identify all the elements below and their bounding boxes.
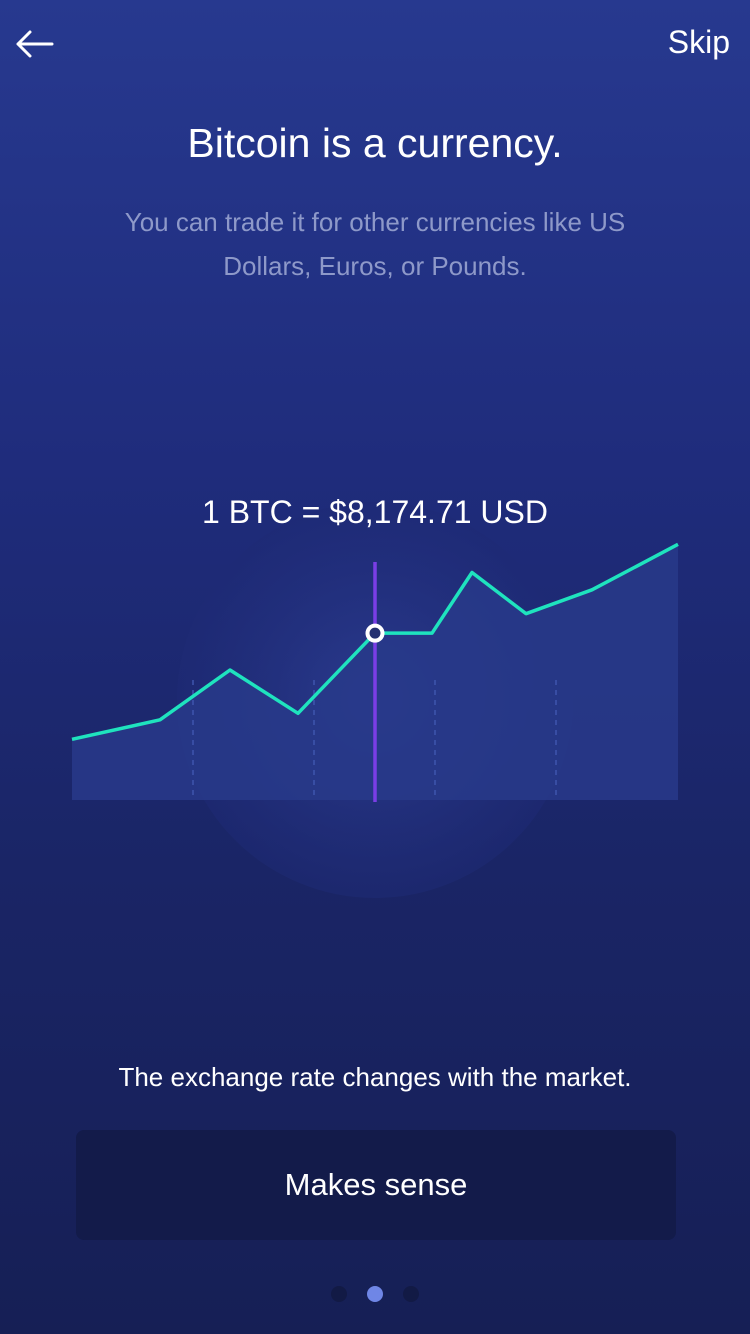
arrow-left-icon bbox=[16, 30, 54, 58]
caption-text: The exchange rate changes with the marke… bbox=[118, 1062, 632, 1092]
makes-sense-button[interactable]: Makes sense bbox=[76, 1130, 676, 1240]
chart-selected-point bbox=[365, 623, 385, 643]
skip-button[interactable]: Skip bbox=[667, 24, 730, 60]
exchange-rate-label: 1 BTC = $8,174.71 USD bbox=[202, 494, 548, 530]
page-title: Bitcoin is a currency. bbox=[187, 120, 563, 166]
chart-series-line bbox=[71, 542, 679, 742]
page-dot[interactable] bbox=[331, 1286, 347, 1302]
page-dot-active[interactable] bbox=[367, 1286, 383, 1302]
back-button[interactable] bbox=[10, 22, 58, 66]
page-indicator bbox=[0, 1286, 750, 1302]
page-dot[interactable] bbox=[403, 1286, 419, 1302]
page-subtitle: You can trade it for other currencies li… bbox=[124, 207, 626, 281]
exchange-rate-chart[interactable] bbox=[0, 500, 750, 920]
